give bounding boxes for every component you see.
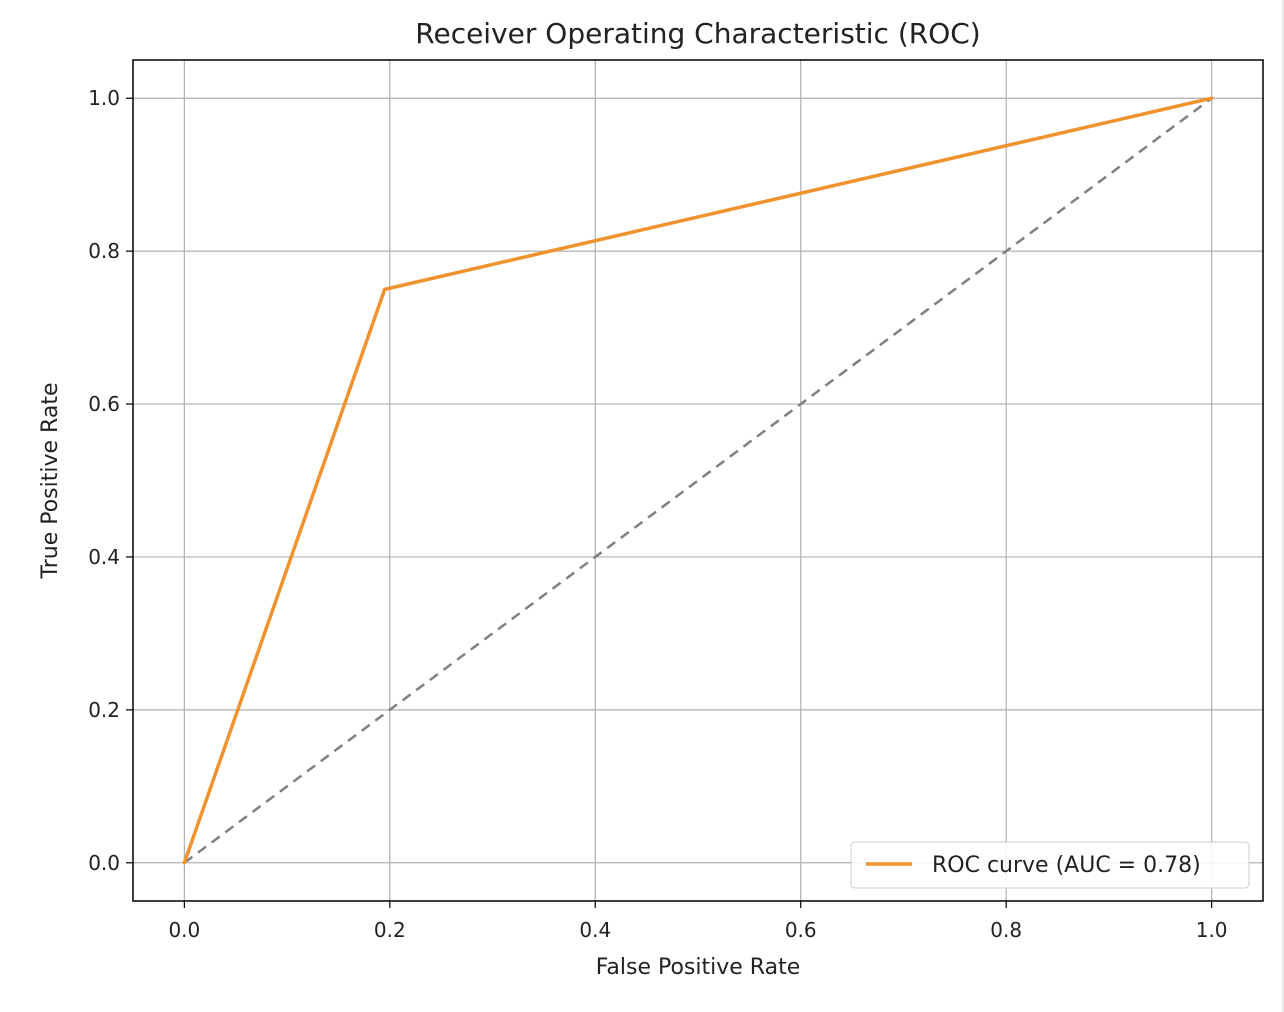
y-tick-label: 1.0: [88, 86, 120, 110]
y-axis-label: True Positive Rate: [38, 383, 63, 580]
x-tick-label: 0.6: [785, 918, 817, 942]
x-tick-label: 0.4: [579, 918, 611, 942]
y-tick-label: 0.8: [88, 239, 120, 263]
y-tick-label: 0.6: [88, 392, 120, 416]
roc-curve-line: [182, 96, 1214, 865]
x-tick-label: 0.2: [374, 918, 406, 942]
legend-label-roc: ROC curve (AUC = 0.78): [932, 853, 1201, 878]
plot-frame: [132, 59, 1264, 902]
grid-lines: [133, 60, 1263, 901]
series-layer: [182, 96, 1214, 865]
x-axis-label: False Positive Rate: [596, 955, 800, 980]
y-tick-label: 0.0: [88, 851, 120, 875]
x-tick-label: 0.0: [168, 918, 200, 942]
legend: ROC curve (AUC = 0.78): [850, 841, 1250, 889]
chart-title: Receiver Operating Characteristic (ROC): [415, 17, 980, 50]
y-tick-label: 0.2: [88, 698, 120, 722]
chance-diagonal-line: [183, 97, 1213, 864]
y-tick-label: 0.4: [88, 545, 120, 569]
legend-box: [850, 841, 1250, 889]
x-tick-label: 0.8: [990, 918, 1022, 942]
axis-ticks: 0.0 0.2 0.4 0.6 0.8 1.0 0.0 0.2 0.4 0.6 0.8 1.0: [88, 86, 1227, 942]
window-edge: [1282, 0, 1284, 1012]
x-tick-label: 1.0: [1196, 918, 1228, 942]
